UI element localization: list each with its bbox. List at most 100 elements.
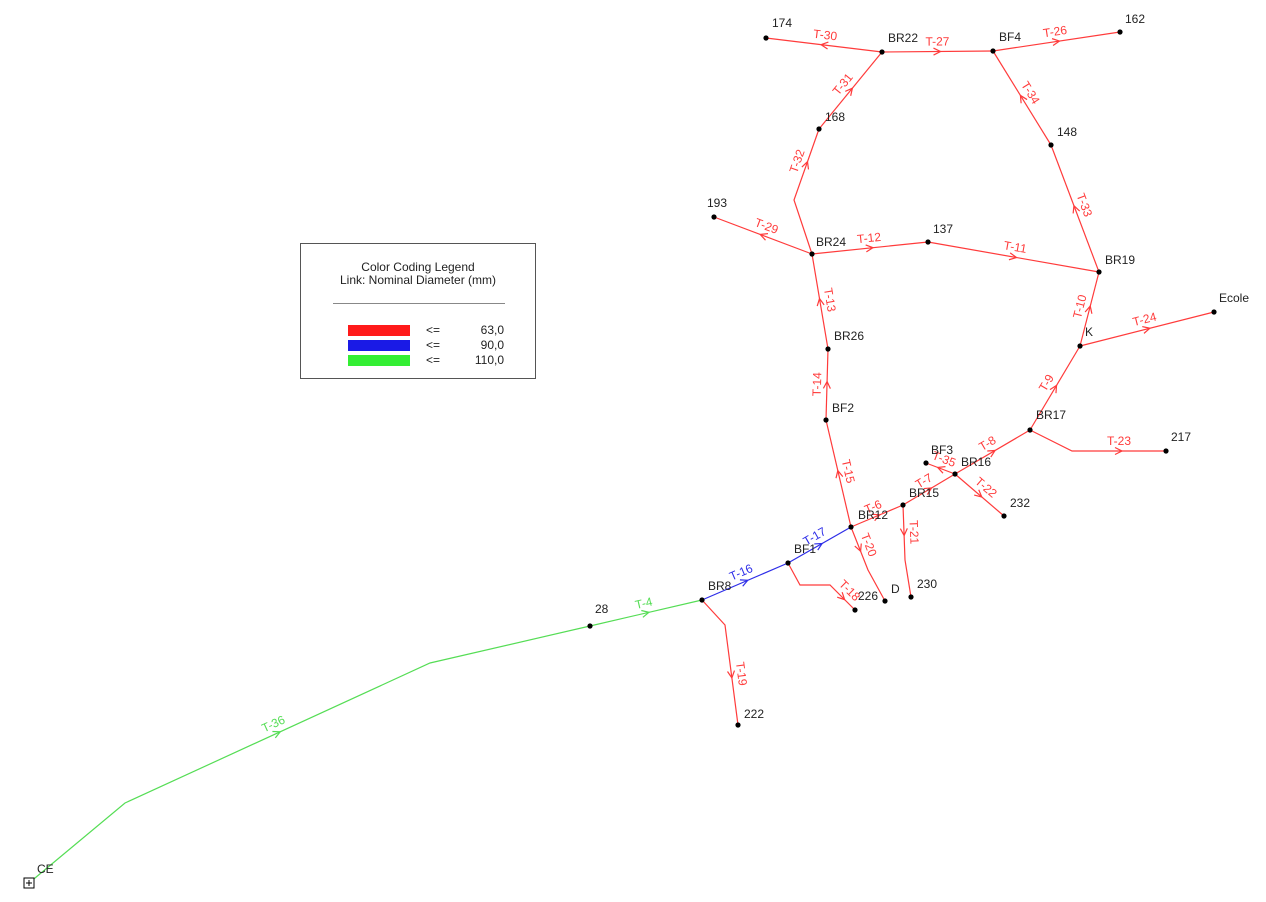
junction-dot[interactable] — [908, 594, 914, 600]
pipe-t-23[interactable]: T-23 — [1029, 429, 1166, 456]
pipe-line[interactable] — [701, 562, 789, 601]
node-232[interactable]: 232 — [1001, 496, 1030, 519]
node-br8[interactable]: BR8 — [699, 579, 732, 603]
pipe-line[interactable] — [1029, 429, 1166, 452]
pipe-t-13[interactable]: T-13 — [811, 253, 839, 350]
pipe-t-33[interactable]: T-33 — [1050, 144, 1100, 273]
pipe-t-9[interactable]: T-9 — [1029, 345, 1081, 431]
pipe-t-6[interactable]: T-6 — [850, 497, 904, 528]
junction-dot[interactable] — [1211, 309, 1217, 315]
junction-dot[interactable] — [785, 560, 791, 566]
pipe-t-26[interactable]: T-26 — [992, 23, 1121, 52]
node-d[interactable]: D — [882, 582, 900, 604]
junction-dot[interactable] — [879, 49, 885, 55]
junction-dot[interactable] — [1001, 513, 1007, 519]
pipe-line[interactable] — [902, 504, 912, 598]
pipe-line[interactable] — [787, 526, 852, 564]
pipe-t-21[interactable]: T-21 — [899, 504, 921, 598]
node-28[interactable]: 28 — [587, 602, 609, 629]
node-226[interactable]: 226 — [852, 589, 878, 613]
node-br26[interactable]: BR26 — [825, 329, 864, 352]
pipe-t-11[interactable]: T-11 — [927, 238, 1100, 273]
pipe-line[interactable] — [881, 50, 994, 53]
node-148[interactable]: 148 — [1048, 125, 1077, 148]
pipe-line[interactable] — [818, 51, 883, 130]
pipe-t-34[interactable]: T-34 — [992, 50, 1052, 146]
node-k[interactable]: K — [1077, 325, 1093, 349]
junction-dot[interactable] — [1048, 142, 1054, 148]
junction-dot[interactable] — [852, 607, 858, 613]
node-bf1[interactable]: BF1 — [785, 542, 816, 566]
pipe-line[interactable] — [701, 599, 739, 726]
node-br19[interactable]: BR19 — [1096, 253, 1135, 275]
junction-dot[interactable] — [1163, 448, 1169, 454]
junction-dot[interactable] — [925, 239, 931, 245]
node-br22[interactable]: BR22 — [879, 31, 918, 55]
junction-dot[interactable] — [816, 126, 822, 132]
node-168[interactable]: 168 — [816, 110, 845, 132]
junction-dot[interactable] — [923, 460, 929, 466]
pipe-t-30[interactable]: T-30 — [765, 27, 883, 53]
node-br16[interactable]: BR16 — [952, 455, 991, 477]
pipe-line[interactable] — [954, 473, 1005, 517]
pipe-t-24[interactable]: T-24 — [1079, 309, 1215, 347]
pipe-line[interactable] — [825, 348, 829, 421]
junction-dot[interactable] — [990, 48, 996, 54]
junction-dot[interactable] — [1077, 343, 1083, 349]
pipe-t-10[interactable]: T-10 — [1070, 271, 1100, 347]
pipe-t-19[interactable]: T-19 — [701, 599, 750, 726]
pipe-line[interactable] — [1079, 311, 1215, 347]
pipe-t-12[interactable]: T-12 — [811, 230, 929, 255]
node-bf3[interactable]: BF3 — [923, 443, 953, 466]
pipe-line[interactable] — [765, 37, 883, 53]
node-br24[interactable]: BR24 — [809, 235, 846, 257]
junction-dot[interactable] — [825, 346, 831, 352]
pipe-line[interactable] — [1079, 271, 1100, 347]
pipe-t-22[interactable]: T-22 — [954, 473, 1005, 517]
junction-dot[interactable] — [882, 598, 888, 604]
pipe-line[interactable] — [925, 462, 956, 475]
junction-dot[interactable] — [952, 471, 958, 477]
junction-dot[interactable] — [823, 417, 829, 423]
node-162[interactable]: 162 — [1117, 12, 1145, 35]
pipe-t-15[interactable]: T-15 — [825, 419, 858, 528]
junction-dot[interactable] — [1096, 269, 1102, 275]
pipe-line[interactable] — [927, 241, 1100, 273]
pipe-line[interactable] — [992, 50, 1052, 146]
junction-dot[interactable] — [1117, 29, 1123, 35]
pipe-line[interactable] — [589, 599, 703, 627]
junction-dot[interactable] — [809, 251, 815, 257]
pipe-t-36[interactable]: T-36 — [28, 625, 591, 884]
pipe-t-27[interactable]: T-27 — [881, 34, 994, 56]
pipe-line[interactable] — [954, 429, 1031, 475]
junction-dot[interactable] — [763, 35, 769, 41]
node-br15[interactable]: BR15 — [900, 486, 939, 508]
pipe-line[interactable] — [28, 625, 591, 884]
pipe-line[interactable] — [811, 253, 829, 350]
pipe-line[interactable] — [825, 419, 852, 528]
pipe-line[interactable] — [713, 216, 813, 255]
node-230[interactable]: 230 — [908, 577, 937, 600]
node-bf2[interactable]: BF2 — [823, 401, 854, 423]
pipe-line[interactable] — [1050, 144, 1100, 273]
pipe-t-32[interactable]: T-32 — [786, 128, 820, 255]
node-bf4[interactable]: BF4 — [990, 30, 1021, 54]
junction-dot[interactable] — [735, 722, 741, 728]
pipe-line[interactable] — [811, 241, 929, 255]
node-ecole[interactable]: Ecole — [1211, 291, 1249, 315]
junction-dot[interactable] — [900, 502, 906, 508]
pipe-t-18[interactable]: T-18 — [787, 562, 863, 611]
junction-dot[interactable] — [848, 524, 854, 530]
junction-dot[interactable] — [711, 214, 717, 220]
pipe-t-29[interactable]: T-29 — [713, 215, 813, 255]
node-br17[interactable]: BR17 — [1027, 408, 1066, 433]
pipe-line[interactable] — [787, 562, 856, 611]
pipe-t-14[interactable]: T-14 — [810, 348, 831, 421]
pipe-line[interactable] — [902, 473, 956, 506]
junction-dot[interactable] — [587, 623, 593, 629]
junction-dot[interactable] — [699, 597, 705, 603]
pipe-line[interactable] — [1029, 345, 1081, 431]
node-ce[interactable]: CE — [23, 862, 54, 889]
node-174[interactable]: 174 — [763, 16, 792, 41]
pipe-line[interactable] — [992, 31, 1121, 52]
